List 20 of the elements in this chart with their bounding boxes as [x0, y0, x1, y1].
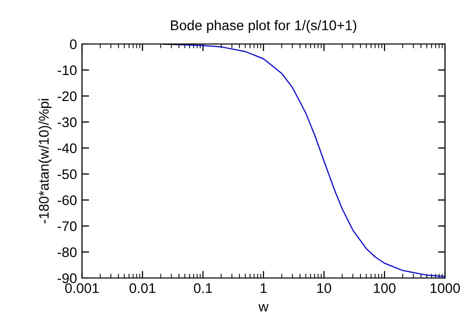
chart-title: Bode phase plot for 1/(s/10+1): [171, 20, 356, 33]
x-tick-label: 0.1: [194, 283, 212, 294]
y-tick-label: 0: [70, 39, 77, 50]
y-tick-label: -10: [58, 65, 77, 76]
y-tick-label: -90: [58, 273, 77, 284]
y-tick-label: -60: [58, 195, 77, 206]
x-tick-label: 100: [374, 283, 396, 294]
y-tick-label: -30: [58, 117, 77, 128]
x-tick-label: 1000: [430, 283, 460, 294]
x-tick-label: 0.001: [65, 283, 99, 294]
x-tick-label: 10: [317, 283, 332, 294]
x-tick-label: 0.01: [130, 283, 156, 294]
x-axis-title: w: [258, 304, 269, 312]
y-tick-label: -50: [58, 169, 77, 180]
y-tick-label: -80: [58, 247, 77, 258]
y-tick-label: -40: [58, 143, 77, 154]
y-tick-label: -70: [58, 221, 77, 232]
y-tick-label: -20: [58, 91, 77, 102]
y-axis-title: -180*atan(w/10)/%pi: [38, 99, 52, 224]
x-tick-label: 1: [260, 283, 267, 293]
